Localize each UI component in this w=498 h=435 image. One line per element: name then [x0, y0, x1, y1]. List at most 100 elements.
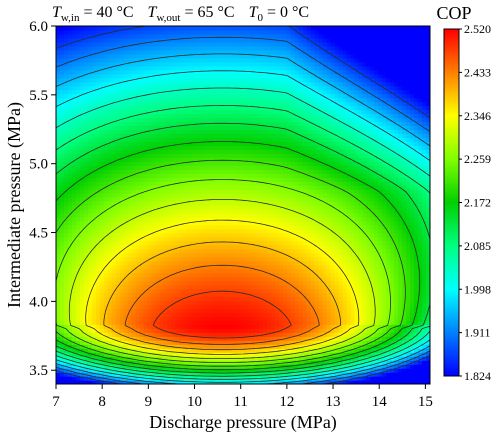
heat-cell — [135, 256, 141, 262]
heat-cell — [274, 288, 280, 294]
heat-cell — [56, 161, 61, 166]
heat-cell — [147, 264, 153, 270]
heat-cell — [211, 205, 216, 210]
heat-cell — [115, 49, 121, 55]
heat-cell — [155, 181, 161, 186]
heat-cell — [91, 328, 97, 333]
heat-cell — [167, 352, 172, 357]
heat-cell — [163, 153, 169, 158]
heat-cell — [155, 316, 161, 321]
heat-cell — [123, 53, 129, 59]
heat-cell — [235, 372, 240, 377]
heat-cell — [123, 220, 129, 226]
heat-cell — [258, 117, 264, 123]
heat-cell — [91, 26, 97, 31]
heat-cell — [139, 256, 145, 262]
heat-cell — [195, 344, 200, 349]
heat-cell — [203, 304, 208, 310]
heat-cell — [151, 368, 157, 373]
heat-cell — [195, 232, 200, 238]
heat-cell — [207, 149, 212, 154]
heat-cell — [250, 336, 256, 341]
heat-cell — [143, 240, 149, 246]
heat-cell — [119, 169, 125, 174]
heat-cell — [199, 89, 204, 95]
heat-cell — [254, 256, 260, 262]
heat-cell — [215, 336, 220, 341]
heat-cell — [87, 53, 93, 59]
heat-cell — [131, 181, 137, 186]
heat-cell — [155, 292, 161, 298]
heat-cell — [115, 129, 121, 134]
heat-cell — [183, 65, 188, 71]
heat-cell — [183, 129, 188, 134]
heat-cell — [71, 157, 77, 162]
heat-cell — [246, 220, 252, 226]
heat-cell — [83, 73, 89, 79]
heat-cell — [227, 248, 232, 254]
heat-cell — [139, 312, 145, 317]
heat-cell — [151, 189, 157, 194]
heat-cell — [99, 69, 105, 75]
heat-cell — [187, 37, 192, 43]
heat-cell — [103, 260, 109, 266]
heat-cell — [219, 228, 224, 234]
heat-cell — [167, 53, 172, 59]
heat-cell — [56, 141, 61, 146]
heat-cell — [143, 308, 149, 313]
heat-cell — [254, 193, 260, 198]
heat-cell — [111, 169, 117, 174]
heat-cell — [215, 208, 220, 214]
heat-cell — [199, 149, 204, 154]
heat-cell — [266, 340, 272, 345]
heat-cell — [235, 292, 240, 298]
heat-cell — [187, 228, 192, 234]
heat-cell — [187, 73, 192, 79]
heat-cell — [243, 129, 248, 134]
heat-cell — [215, 189, 220, 194]
heat-cell — [56, 145, 61, 150]
heat-cell — [159, 149, 165, 154]
heat-cell — [111, 272, 117, 278]
heat-cell — [215, 368, 220, 373]
heat-cell — [235, 165, 240, 170]
heat-cell — [175, 264, 180, 270]
heat-cell — [59, 169, 65, 174]
heat-cell — [91, 129, 97, 134]
heat-cell — [219, 29, 224, 35]
heat-cell — [87, 228, 93, 234]
heat-cell — [167, 165, 172, 170]
heat-cell — [246, 81, 252, 87]
heat-cell — [171, 224, 176, 230]
heat-cell — [87, 240, 93, 246]
heat-cell — [107, 41, 113, 47]
heat-cell — [135, 129, 141, 134]
heat-cell — [151, 208, 157, 214]
heat-cell — [123, 288, 129, 294]
heat-cell — [171, 29, 176, 35]
heat-cell — [211, 260, 216, 266]
heat-cell — [262, 228, 268, 234]
heat-cell — [95, 133, 101, 138]
heat-cell — [111, 141, 117, 146]
heat-cell — [83, 280, 89, 286]
heat-cell — [95, 41, 101, 47]
heat-cell — [95, 57, 101, 63]
heat-cell — [243, 205, 248, 210]
heat-cell — [246, 181, 252, 186]
heat-cell — [235, 244, 240, 250]
heat-cell — [163, 161, 169, 166]
heat-cell — [191, 185, 196, 190]
heat-cell — [135, 89, 141, 95]
heat-cell — [56, 308, 61, 313]
heat-cell — [103, 145, 109, 150]
heat-cell — [171, 240, 176, 246]
heat-cell — [111, 232, 117, 238]
heat-cell — [195, 296, 200, 302]
heat-cell — [270, 288, 276, 294]
heat-cell — [95, 308, 101, 313]
heat-cell — [119, 252, 125, 258]
heat-cell — [139, 264, 145, 270]
heat-cell — [155, 236, 161, 242]
heat-cell — [239, 205, 244, 210]
